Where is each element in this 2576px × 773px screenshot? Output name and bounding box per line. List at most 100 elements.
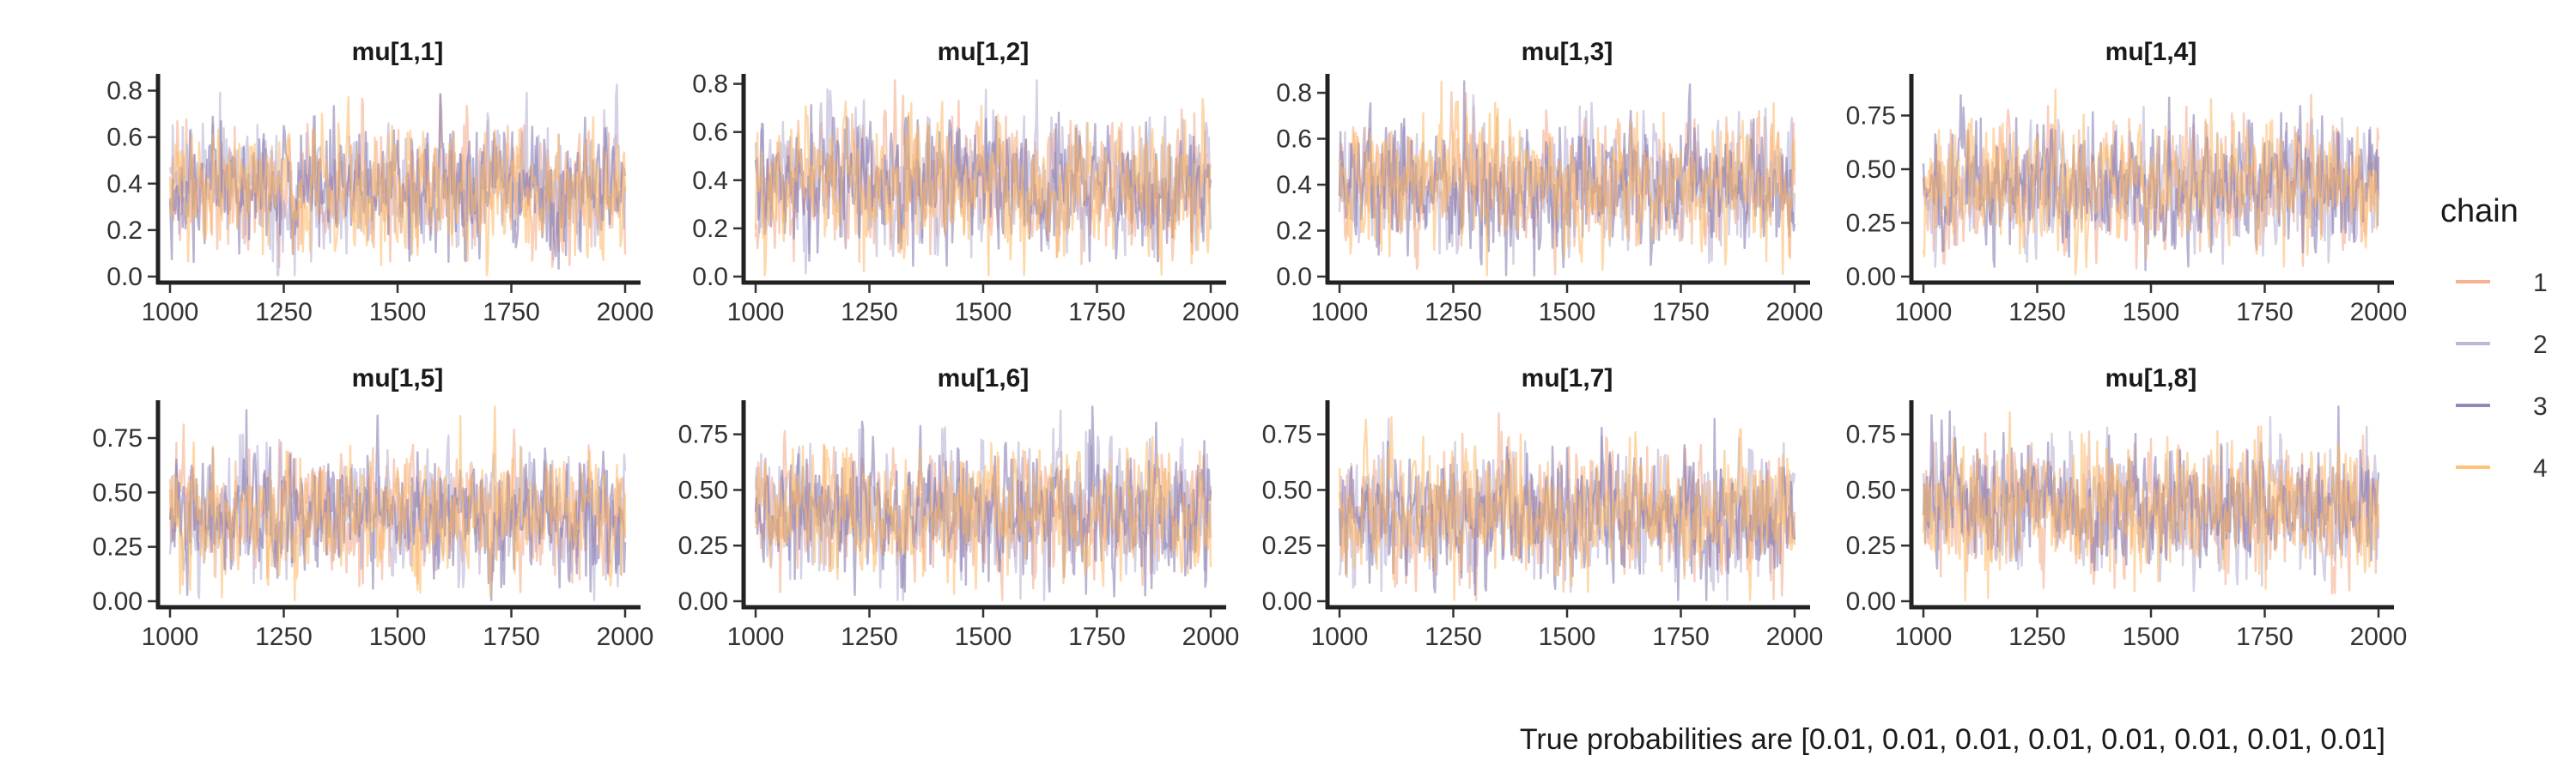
chain-4-trace — [1338, 80, 1796, 277]
legend-entry-chain-1: 1 — [2456, 269, 2548, 297]
y-tick-label: 0.00 — [1262, 587, 1312, 616]
chain-2-trace — [1338, 417, 1796, 601]
x-tick-label: 1000 — [142, 623, 199, 651]
x-tick-label: 1250 — [1425, 298, 1482, 326]
legend-entry-chain-2: 2 — [2456, 331, 2548, 359]
chain-4-trace — [168, 405, 627, 601]
y-tick-label: 0.50 — [1262, 476, 1312, 504]
x-tick-label: 2000 — [2350, 623, 2408, 651]
legend-entry-chain-3: 3 — [2456, 393, 2548, 421]
chain-traces — [1338, 80, 1796, 277]
chain-3-trace — [1338, 417, 1796, 601]
panel-7: mu[1,7] 0.00 0.25 0.50 0.75 1000 1250 1500 1750 2… — [1262, 364, 1824, 651]
x-tick-label: 2000 — [1182, 298, 1240, 326]
x-tick-label: 1000 — [1895, 623, 1953, 651]
chain-traces — [1922, 88, 2380, 276]
figure-caption: True probabilities are [0.01, 0.01, 0.01… — [1520, 723, 2385, 756]
y-tick-label: 0.75 — [678, 421, 728, 449]
x-tick-label: 2000 — [1766, 298, 1824, 326]
chain-legend: chain 1 2 3 4 — [2440, 193, 2548, 483]
panel-4: mu[1,4] 0.00 0.25 0.50 0.75 1000 1250 1500 1750 2… — [1846, 38, 2408, 326]
x-tick-label: 1250 — [2008, 623, 2066, 651]
chain-4-trace — [754, 97, 1212, 277]
x-tick-label: 1500 — [1539, 298, 1596, 326]
legend-title: chain — [2440, 193, 2518, 229]
chain-traces — [168, 83, 627, 277]
x-tick-label: 1500 — [2123, 298, 2180, 326]
x-tick-label: 1250 — [255, 298, 313, 326]
x-tick-label: 1250 — [1425, 623, 1482, 651]
x-tick-label: 1750 — [483, 298, 540, 326]
chain-2-trace — [754, 409, 1212, 601]
y-tick-label: 0.6 — [692, 119, 728, 147]
panel-5: mu[1,5] 0.00 0.25 0.50 0.75 1000 1250 1500 1750 2… — [93, 364, 654, 651]
panel-8: mu[1,8] 0.00 0.25 0.50 0.75 1000 1250 1500 1750 2… — [1846, 364, 2408, 651]
y-tick-label: 0.2 — [106, 216, 143, 245]
panel-title: mu[1,3] — [1522, 38, 1613, 66]
y-tick-label: 0.25 — [1846, 210, 1896, 238]
y-tick-label: 0.00 — [678, 587, 728, 616]
panel-title: mu[1,6] — [938, 364, 1030, 393]
y-tick-label: 0.50 — [93, 478, 143, 507]
y-tick-label: 0.50 — [1846, 476, 1896, 504]
x-tick-label: 1750 — [1652, 623, 1710, 651]
panel-title: mu[1,5] — [352, 364, 444, 393]
chain-4-trace — [1338, 416, 1796, 601]
legend-label: 1 — [2533, 269, 2548, 297]
x-tick-label: 1250 — [255, 623, 313, 651]
y-tick-label: 0.25 — [1846, 532, 1896, 560]
y-tick-label: 0.2 — [1276, 217, 1312, 246]
y-tick-label: 0.0 — [1276, 263, 1312, 291]
x-tick-label: 1750 — [483, 623, 540, 651]
panel-6: mu[1,6] 0.00 0.25 0.50 0.75 1000 1250 1500 1750 2… — [678, 364, 1240, 651]
legend-label: 3 — [2533, 393, 2548, 421]
y-tick-label: 0.25 — [93, 533, 143, 562]
x-tick-label: 2000 — [597, 623, 654, 651]
y-tick-label: 0.75 — [93, 424, 143, 453]
panel-title: mu[1,7] — [1522, 364, 1613, 393]
x-tick-label: 1500 — [955, 298, 1012, 326]
y-tick-label: 0.25 — [1262, 532, 1312, 560]
panel-title: mu[1,1] — [352, 38, 444, 66]
x-tick-label: 1000 — [1311, 623, 1369, 651]
x-tick-label: 1250 — [2008, 298, 2066, 326]
y-tick-label: 0.6 — [106, 124, 143, 152]
y-tick-label: 0.4 — [692, 167, 728, 195]
y-tick-label: 0.8 — [692, 70, 728, 99]
y-tick-label: 0.8 — [106, 77, 143, 106]
x-tick-label: 1500 — [369, 623, 427, 651]
x-tick-label: 1000 — [727, 298, 785, 326]
x-tick-label: 1750 — [2236, 298, 2293, 326]
x-tick-label: 1500 — [955, 623, 1012, 651]
x-tick-label: 1000 — [1311, 298, 1369, 326]
chain-4-trace — [168, 95, 627, 277]
x-tick-label: 1750 — [1652, 298, 1710, 326]
panel-1: mu[1,1] 0.0 0.2 0.4 0.6 0.8 1000 1250 1500 1750 20… — [106, 38, 653, 326]
x-tick-label: 1500 — [369, 298, 427, 326]
x-tick-label: 1750 — [1068, 298, 1126, 326]
y-tick-label: 0.4 — [106, 170, 143, 198]
y-tick-label: 0.75 — [1846, 421, 1896, 449]
panel-title: mu[1,4] — [2105, 38, 2197, 66]
x-tick-label: 2000 — [1766, 623, 1824, 651]
x-tick-label: 1000 — [1895, 298, 1953, 326]
x-tick-label: 1000 — [142, 298, 199, 326]
x-tick-label: 1500 — [2123, 623, 2180, 651]
x-tick-label: 2000 — [1182, 623, 1240, 651]
y-tick-label: 0.50 — [678, 476, 728, 504]
x-tick-label: 1000 — [727, 623, 785, 651]
y-tick-label: 0.6 — [1276, 125, 1312, 154]
legend-entries: 1 2 3 4 — [2456, 269, 2548, 483]
x-tick-label: 1750 — [1068, 623, 1126, 651]
chain-traces — [754, 79, 1212, 277]
legend-entry-chain-4: 4 — [2456, 454, 2548, 483]
y-tick-label: 0.25 — [678, 532, 728, 560]
chain-traces — [754, 405, 1212, 601]
chain-traces — [1922, 405, 2380, 601]
x-tick-label: 1250 — [841, 298, 898, 326]
legend-label: 4 — [2533, 454, 2548, 483]
x-tick-label: 2000 — [2350, 298, 2408, 326]
chain-3-trace — [168, 409, 627, 601]
trace-panels: mu[1,1] 0.0 0.2 0.4 0.6 0.8 1000 1250 1500 1750 20… — [93, 38, 2408, 651]
chain-4-trace — [1922, 88, 2380, 276]
